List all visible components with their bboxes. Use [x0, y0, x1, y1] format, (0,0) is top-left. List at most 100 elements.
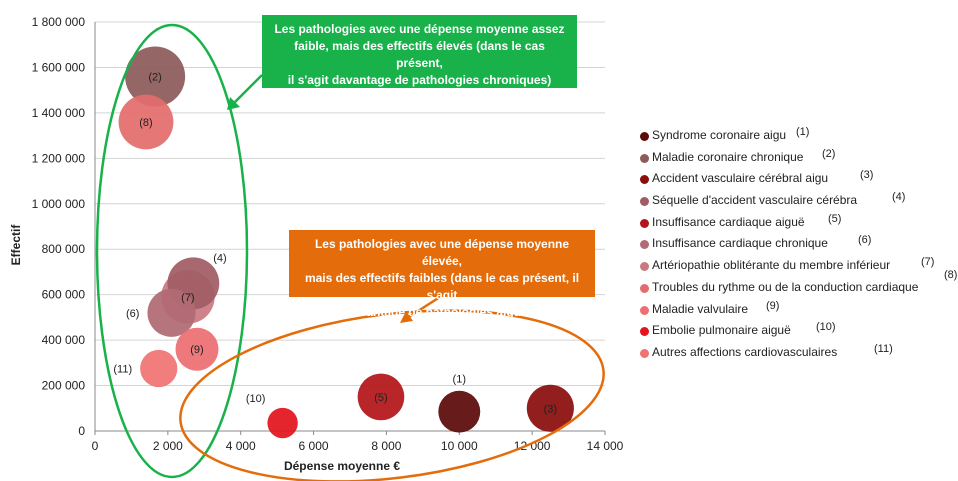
legend-item: Maladie coronaire chronique (2) [640, 148, 958, 170]
annotation-chronic-line-3: il s'agit davantage de pathologies chron… [287, 73, 552, 87]
x-tick-labels: 0 2 000 4 000 6 000 8 000 10 000 12 000 14 000 [92, 439, 624, 453]
legend-swatch [640, 175, 649, 185]
green-arrow-head [227, 97, 240, 110]
x-tick-label: 6 000 [299, 439, 329, 453]
legend-number: (4) [892, 191, 906, 204]
legend-label: Syndrome coronaire aigu [652, 128, 787, 142]
legend-label: Autres affections cardiovasculaires [652, 344, 838, 359]
bubble [140, 349, 178, 388]
legend-number: (5) [828, 212, 842, 225]
legend-number: (1) [796, 126, 810, 138]
bubble [125, 46, 186, 107]
y-tick-label: 600 000 [42, 288, 86, 302]
bubble-label: (10) [246, 393, 266, 405]
bubble-label: (6) [126, 308, 139, 320]
legend-number: (2) [822, 147, 836, 160]
orange-highlight-ellipse [179, 309, 605, 481]
legend-label: Insuffisance cardiaque chronique [652, 236, 828, 251]
bubble [357, 373, 405, 421]
legend-swatch [640, 132, 649, 141]
legend-label: Maladie valvulaire [652, 301, 749, 316]
y-tick-label: 1 600 000 [32, 60, 86, 74]
bubble-label: (4) [213, 252, 226, 264]
legend-item: Syndrome coronaire aigu (1) [640, 126, 958, 148]
y-tick-label: 0 [78, 424, 85, 438]
legend-swatch [640, 197, 649, 207]
legend-label: Insuffisance cardiaque aiguë [652, 214, 805, 229]
legend-swatch [640, 218, 649, 228]
y-axis-title: Effectif [9, 224, 23, 266]
x-tick-label: 10 000 [441, 439, 478, 453]
bubble [175, 327, 219, 371]
legend-label: Maladie coronaire chronique [652, 149, 804, 164]
bubble-label: (5) [374, 392, 387, 404]
bubble-label: (11) [113, 364, 132, 376]
legend-swatch [640, 153, 649, 163]
legend-label: Embolie pulmonaire aiguë [652, 323, 791, 338]
legend-number: (11) [874, 342, 893, 355]
annotation-acute: Les pathologies avec une dépense moyenne… [289, 230, 595, 319]
bubble [267, 407, 298, 439]
x-tick-label: 4 000 [226, 439, 256, 453]
legend-number: (6) [858, 234, 872, 247]
y-tick-label: 1 200 000 [32, 151, 86, 165]
green-highlight-ellipse [95, 23, 249, 479]
legend-number: (9) [766, 299, 780, 312]
orange-arrow-line [406, 295, 441, 320]
legend-swatch [640, 305, 649, 315]
bubble [438, 390, 481, 433]
legend-item: Maladie valvulaire (9) [640, 300, 958, 322]
bubble-labels: (1) (2) (3) (4) (5) (6) (7) (8) (9) (10) (11) [113, 72, 557, 416]
x-tick-label: 12 000 [514, 439, 551, 453]
annotation-chronic-line-2: faible, mais des effectifs élevés (dans … [294, 39, 545, 70]
x-tick-label: 14 000 [587, 439, 624, 453]
legend-item: Insuffisance cardiaque chronique (6) [640, 234, 958, 256]
bubble-label: (1) [453, 374, 466, 386]
bubble [526, 384, 574, 432]
y-tick-label: 1 000 000 [32, 197, 86, 211]
bubbles [118, 46, 574, 439]
legend-swatch [640, 262, 649, 272]
legend-swatch [640, 348, 649, 358]
y-tick-label: 1 800 000 [32, 15, 86, 29]
chart-legend: Syndrome coronaire aigu (1) Maladie corona… [640, 126, 958, 365]
bubble [118, 94, 174, 150]
orange-arrow-head [400, 311, 413, 323]
annotation-acute-line-1: Les pathologies avec une dépense moyenne… [314, 237, 570, 268]
x-axis-title: Dépense moyenne € [284, 459, 400, 473]
legend-label: Troubles du rythme ou de la conduction c… [652, 279, 919, 294]
y-tick-label: 400 000 [42, 333, 86, 347]
legend-number: (10) [816, 321, 836, 334]
legend-item: Insuffisance cardiaque aiguë (5) [640, 213, 958, 235]
legend-item: Embolie pulmonaire aiguë (10) [640, 321, 958, 343]
y-tick-labels: 0 200 000 400 000 600 000 800 000 1 000 000 1 … [32, 15, 86, 438]
legend-number: (3) [860, 169, 874, 182]
y-tick-label: 200 000 [42, 379, 86, 393]
legend-swatch [640, 240, 649, 250]
legend-item: Accident vasculaire cérébral aigu (3) [640, 169, 958, 191]
bubble [147, 288, 196, 337]
x-tick-label: 2 000 [153, 439, 183, 453]
bubble-label: (2) [148, 72, 161, 84]
y-tick-label: 800 000 [42, 242, 86, 256]
legend-swatch [640, 327, 649, 337]
annotation-chronic-line-1: Les pathologies avec une dépense moyenne… [274, 22, 565, 36]
annotation-acute-line-3: davantage de pathologies aigues) [345, 305, 539, 319]
bubble-label: (9) [190, 344, 203, 356]
bubble-label: (7) [181, 292, 194, 304]
annotation-chronic: Les pathologies avec une dépense moyenne… [262, 15, 577, 88]
legend-item: Troubles du rythme ou de la conduction c… [640, 269, 958, 300]
y-tick-label: 1 400 000 [32, 106, 86, 120]
axes [94, 22, 606, 435]
legend-label: Accident vasculaire cérébral aigu [652, 171, 829, 186]
legend-item: Séquelle d'accident vasculaire cérébra (4… [640, 191, 958, 213]
green-arrow-line [232, 74, 263, 105]
legend-number: (8) [944, 268, 958, 281]
legend-label: Artériopathie oblitérante du membre infé… [652, 258, 891, 273]
legend-label: Séquelle d'accident vasculaire cérébra [652, 193, 858, 208]
legend-number: (7) [921, 256, 935, 269]
legend-item: Autres affections cardiovasculaires (11) [640, 343, 958, 365]
x-tick-label: 8 000 [371, 439, 401, 453]
legend-swatch [640, 283, 649, 293]
